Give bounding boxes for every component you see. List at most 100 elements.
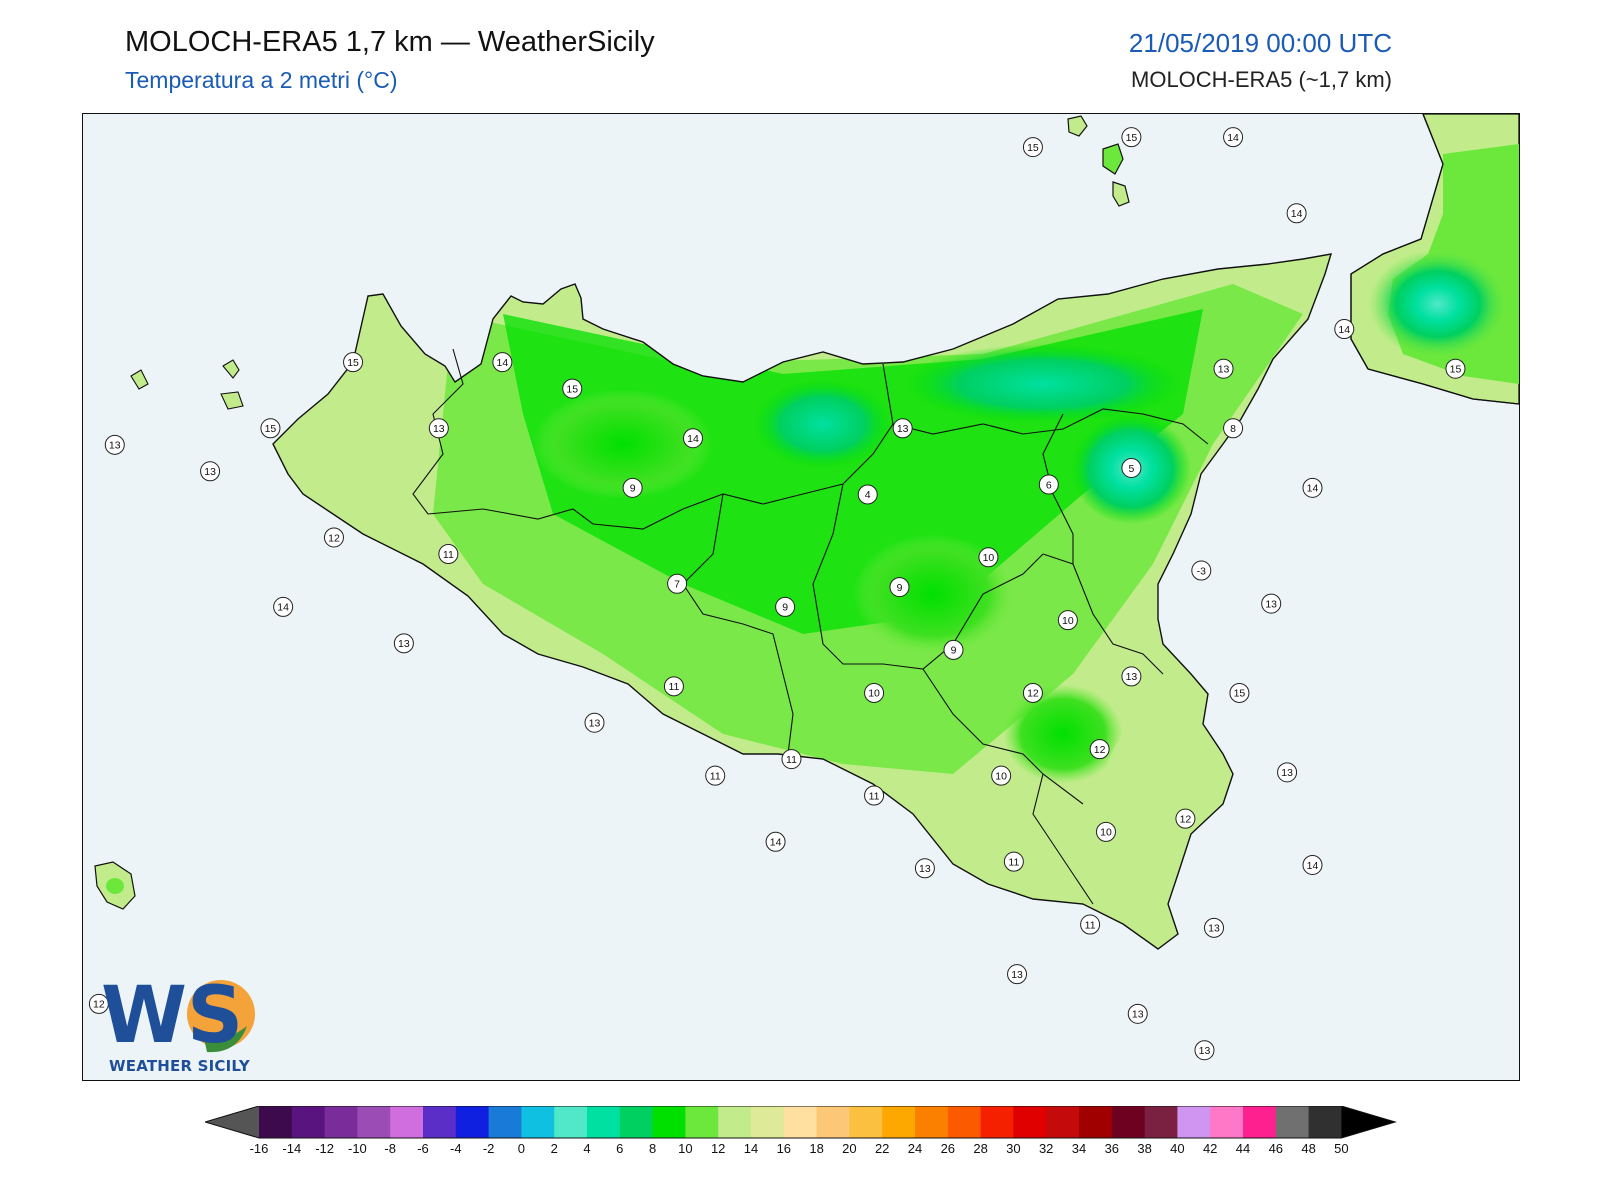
colorbar-tick-label: 34 <box>1072 1141 1086 1156</box>
colorbar-cell <box>587 1106 621 1138</box>
colorbar-tick-label: -6 <box>417 1141 429 1156</box>
aeolian-islands <box>1067 115 1130 207</box>
temperature-point-label: -3 <box>1191 560 1212 581</box>
temperature-point-label: 8 <box>1223 418 1244 439</box>
point-marker <box>1089 739 1110 760</box>
temperature-point-label: 11 <box>438 543 459 564</box>
colorbar-cell <box>1046 1106 1080 1138</box>
point-marker <box>978 547 999 568</box>
point-marker <box>88 993 109 1014</box>
point-value: 10 <box>868 688 880 700</box>
point-marker <box>1213 358 1234 379</box>
point-marker <box>892 418 913 439</box>
colorbar-tick-label: 28 <box>973 1141 987 1156</box>
calabria-landmass <box>1350 114 1519 405</box>
temperature-point-label: 15 <box>562 378 583 399</box>
temperature-point-label: 9 <box>622 477 643 498</box>
temperature-point-label: 10 <box>864 682 885 703</box>
point-value: 10 <box>1100 827 1112 839</box>
point-value: 15 <box>1450 364 1462 376</box>
point-value: 13 <box>919 863 931 875</box>
point-marker <box>864 785 885 806</box>
colorbar-tick-label: 4 <box>583 1141 590 1156</box>
point-value: 13 <box>1265 598 1277 610</box>
colorbar-cell <box>357 1106 391 1138</box>
temperature-point-label: 10 <box>978 547 999 568</box>
map-title: MOLOCH-ERA5 1,7 km — WeatherSicily <box>125 26 655 58</box>
point-value: 7 <box>674 579 680 591</box>
pantelleria-island <box>94 861 136 910</box>
temperature-point-label: 14 <box>682 428 703 449</box>
colorbar-canvas: -16 -14 -12 -10 -8 -6 -4 -2 0 2 4 6 8 10 12 14 16 18 20 22 2… <box>203 1105 1398 1156</box>
temperature-point-label: 13 <box>1261 593 1282 614</box>
colorbar-tick-label: 12 <box>711 1141 725 1156</box>
colorbar-tick-label: 36 <box>1105 1141 1119 1156</box>
temperature-point-label: 10 <box>1057 610 1078 631</box>
colorbar-cell <box>291 1106 326 1138</box>
colorbar-cell <box>455 1106 490 1138</box>
colorbar-tick-label: 2 <box>551 1141 558 1156</box>
colorbar-cell <box>1177 1106 1211 1138</box>
point-value: 11 <box>869 790 880 802</box>
point-value: 14 <box>277 602 289 614</box>
point-value: 13 <box>897 423 909 435</box>
point-marker <box>323 527 344 548</box>
temperature-point-label: 14 <box>1302 477 1323 498</box>
colorbar-tick-label: 24 <box>908 1141 922 1156</box>
temperature-point-label: 12 <box>323 527 344 548</box>
colorbar-tick-label: 8 <box>649 1141 656 1156</box>
colorbar-tick-label: 22 <box>875 1141 889 1156</box>
temperature-point-label: 13 <box>892 418 913 439</box>
colorbar-cell <box>685 1106 719 1138</box>
colorbar-tick-label: 10 <box>678 1141 692 1156</box>
colorbar-tick-label: -14 <box>282 1141 301 1156</box>
point-marker <box>104 434 125 455</box>
temperature-point-label: 13 <box>1277 762 1298 783</box>
colorbar-tick-label: 26 <box>941 1141 955 1156</box>
colorbar-cell <box>1243 1106 1277 1138</box>
temperature-point-label: 13 <box>1204 917 1225 938</box>
colorbar-cell <box>521 1106 555 1138</box>
temperature-point-label: 9 <box>775 596 796 617</box>
province-boundaries <box>412 348 1209 905</box>
point-marker <box>562 378 583 399</box>
colorbar-tick-label: 30 <box>1006 1141 1020 1156</box>
temperature-point-label: 12 <box>1175 808 1196 829</box>
point-value: 11 <box>443 549 454 561</box>
colorbar-tick-label: -4 <box>450 1141 462 1156</box>
colorbar-tick-label: -10 <box>348 1141 367 1156</box>
point-value: 15 <box>1234 688 1246 700</box>
point-marker <box>667 573 688 594</box>
colorbar-tick-label: 46 <box>1269 1141 1283 1156</box>
colorbar-cell <box>849 1106 883 1138</box>
point-marker <box>438 543 459 564</box>
point-value: 14 <box>770 837 782 849</box>
point-value: 13 <box>109 440 121 452</box>
point-marker <box>428 418 449 439</box>
point-marker <box>889 577 910 598</box>
temperature-point-label: 14 <box>1223 127 1244 148</box>
point-marker <box>393 633 414 654</box>
colorbar-tick-label: 6 <box>616 1141 623 1156</box>
colorbar-tick-label: 16 <box>777 1141 791 1156</box>
point-marker <box>1121 127 1142 148</box>
point-marker <box>1022 137 1043 158</box>
temperature-point-label: 10 <box>1095 821 1116 842</box>
point-value: 13 <box>1218 364 1230 376</box>
point-value: 6 <box>1046 479 1052 491</box>
point-marker <box>1302 854 1323 875</box>
temperature-colorbar: -16 -14 -12 -10 -8 -6 -4 -2 0 2 4 6 8 10 12 14 16 18 20 22 2… <box>203 1105 1398 1166</box>
colorbar-tick-label: 38 <box>1137 1141 1151 1156</box>
point-value: 12 <box>1027 688 1039 700</box>
temperature-point-label: 13 <box>200 461 221 482</box>
colorbar-cell <box>423 1106 457 1138</box>
point-value: 11 <box>710 770 721 782</box>
colorbar-cell <box>259 1106 293 1138</box>
colorbar-cell <box>751 1106 785 1138</box>
colorbar-cell <box>390 1106 424 1138</box>
temperature-point-label: 12 <box>88 993 109 1014</box>
point-marker <box>914 858 935 879</box>
colorbar-tick-label: 44 <box>1236 1141 1250 1156</box>
temperature-point-label: 13 <box>1127 1003 1148 1024</box>
temperature-point-label: 13 <box>104 434 125 455</box>
